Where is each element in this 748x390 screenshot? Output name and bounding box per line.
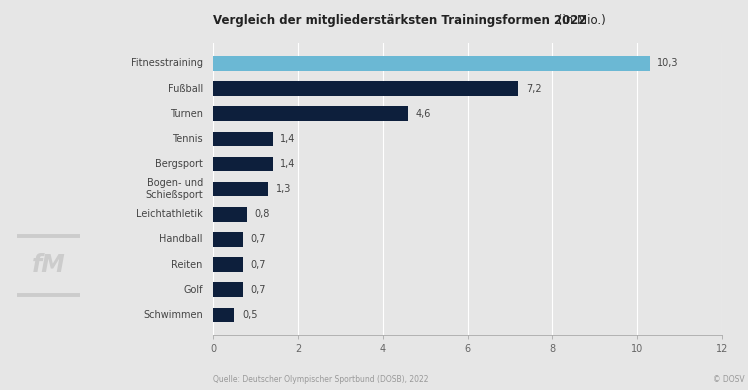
Text: (in Mio.): (in Mio.) <box>554 14 605 27</box>
Bar <box>213 232 243 247</box>
Bar <box>213 182 269 197</box>
Bar <box>213 56 650 71</box>
Text: 0,7: 0,7 <box>251 234 266 245</box>
Text: 10,3: 10,3 <box>657 58 679 69</box>
Text: 1,4: 1,4 <box>280 159 295 169</box>
Bar <box>213 308 234 322</box>
Bar <box>213 157 272 171</box>
Text: 7,2: 7,2 <box>526 83 542 94</box>
Bar <box>213 207 247 222</box>
Text: Quelle: Deutscher Olympischer Sportbund (DOSB), 2022: Quelle: Deutscher Olympischer Sportbund … <box>213 375 429 384</box>
Text: © DOSV: © DOSV <box>713 375 744 384</box>
Bar <box>213 82 518 96</box>
Text: Vergleich der mitgliederstärksten Trainingsformen 2022: Vergleich der mitgliederstärksten Traini… <box>213 14 586 27</box>
Text: 1,4: 1,4 <box>280 134 295 144</box>
Text: 0,8: 0,8 <box>255 209 270 219</box>
Text: 0,7: 0,7 <box>251 260 266 269</box>
Text: fM: fM <box>31 253 66 277</box>
Bar <box>213 257 243 272</box>
Text: 0,5: 0,5 <box>242 310 257 320</box>
Bar <box>213 282 243 297</box>
Bar <box>213 106 408 121</box>
Text: 1,3: 1,3 <box>276 184 291 194</box>
Text: 0,7: 0,7 <box>251 285 266 295</box>
Text: 4,6: 4,6 <box>416 109 431 119</box>
Bar <box>213 131 272 146</box>
